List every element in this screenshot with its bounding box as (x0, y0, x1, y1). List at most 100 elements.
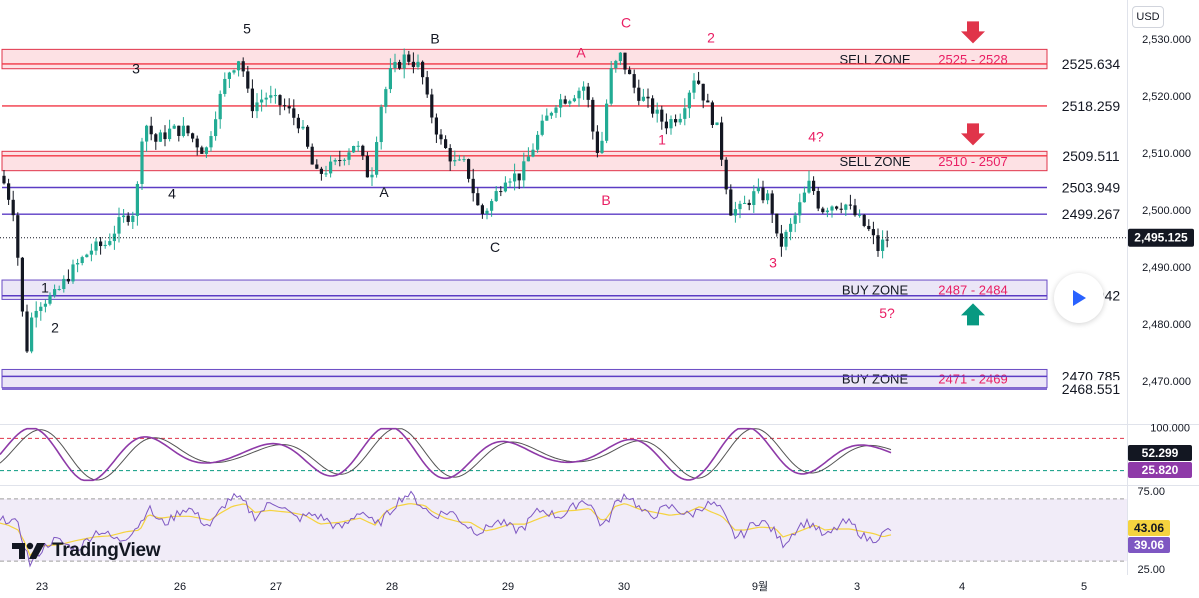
candle-body (839, 208, 843, 210)
candle-body (715, 122, 719, 125)
wave-label: A (576, 44, 586, 60)
current-price-label: 2,495.125 (1134, 231, 1188, 245)
candle-body (347, 152, 351, 160)
candle-body (103, 244, 107, 247)
candle-body (168, 128, 172, 140)
candle-body (733, 209, 737, 216)
candle-body (191, 133, 195, 139)
stoch-k-label: 52.299 (1142, 446, 1179, 460)
price-axis-tick: 2,470.000 (1142, 376, 1191, 388)
candle-body (531, 149, 535, 157)
zone-label: BUY ZONE (842, 283, 909, 298)
candle-body (793, 215, 797, 224)
wave-label: 3 (132, 60, 140, 76)
candle-body (329, 161, 333, 174)
candle-body (591, 99, 595, 132)
candle-body (664, 121, 668, 129)
candle-body (237, 61, 241, 71)
candle-body (568, 101, 572, 104)
candle-body (177, 125, 181, 136)
candle-body (724, 159, 728, 190)
candle-body (122, 215, 126, 218)
candle-body (204, 147, 208, 154)
candle-body (632, 74, 636, 88)
play-icon (1073, 290, 1086, 306)
candle-body (342, 159, 346, 161)
candle-body (260, 99, 264, 103)
candle-body (421, 61, 425, 78)
zone-range-label: 2471 - 2469 (938, 372, 1007, 387)
candle-body (697, 80, 701, 84)
candle-body (871, 229, 875, 236)
candle-body (628, 69, 632, 75)
rsi-ma-line (0, 503, 892, 557)
candle-body (416, 61, 420, 67)
candle-body (34, 310, 38, 318)
level-label-bg (1052, 146, 1126, 165)
level-label-bg (1052, 96, 1126, 115)
candle-body (605, 103, 609, 141)
candle-body (71, 264, 75, 282)
candle-body (471, 178, 475, 194)
candle-body (131, 215, 135, 222)
candle-body (595, 131, 599, 153)
candle-body (609, 68, 613, 104)
candle-body (508, 181, 512, 183)
candle-body (232, 70, 236, 73)
wave-label: C (490, 239, 500, 255)
currency-button[interactable]: USD (1132, 6, 1164, 28)
candle-body (756, 187, 760, 192)
rsi-axis-tick: 75.00 (1137, 486, 1165, 498)
candle-body (7, 183, 11, 200)
candle-body (287, 106, 291, 109)
candle-body (218, 93, 222, 120)
wave-label: 1 (41, 280, 49, 296)
candle-body (761, 187, 765, 201)
candle-body (333, 160, 337, 162)
level-label-bg (1052, 178, 1126, 197)
candle-body (76, 263, 80, 265)
candle-body (729, 189, 733, 216)
candle-body (57, 289, 61, 291)
candle-body (582, 86, 586, 91)
candle-body (559, 99, 563, 108)
candle-body (490, 201, 494, 211)
rsi-ma-label: 43.06 (1134, 521, 1164, 535)
candle-body (94, 241, 98, 251)
candle-body (163, 132, 167, 140)
wave-label: 2 (51, 319, 59, 335)
candle-body (407, 54, 411, 62)
candle-body (706, 100, 710, 103)
candle-body (209, 136, 213, 148)
tradingview-logo-icon (12, 542, 45, 559)
stoch-axis-tick: 100.000 (1150, 423, 1190, 435)
level-label: 2503.949 (1062, 179, 1121, 195)
candle-body (586, 86, 590, 100)
wave-label: 4 (168, 186, 176, 202)
time-axis-tick: 4 (959, 581, 965, 593)
candle-body (848, 204, 852, 206)
price-axis-tick: 2,480.000 (1142, 319, 1191, 331)
stoch-d-label: 25.820 (1142, 463, 1179, 477)
candle-body (835, 206, 839, 209)
zone-range-label: 2510 - 2507 (938, 154, 1007, 169)
candle-body (467, 159, 471, 179)
candle-body (255, 102, 259, 112)
play-button[interactable] (1054, 273, 1104, 323)
candle-body (549, 112, 553, 116)
candle-body (876, 235, 880, 251)
candle-body (99, 241, 103, 247)
candle-body (858, 214, 862, 216)
stoch-d-line (0, 428, 892, 481)
price-axis-tick: 2,530.000 (1142, 34, 1191, 46)
candle-body (517, 173, 521, 181)
candle-body (660, 109, 664, 122)
candle-body (117, 217, 121, 234)
candle-body (126, 215, 130, 222)
candle-body (720, 122, 724, 160)
candle-body (743, 202, 747, 204)
rsi-badge (1128, 537, 1170, 553)
candle-body (145, 125, 149, 142)
wave-label: 2 (707, 30, 715, 46)
